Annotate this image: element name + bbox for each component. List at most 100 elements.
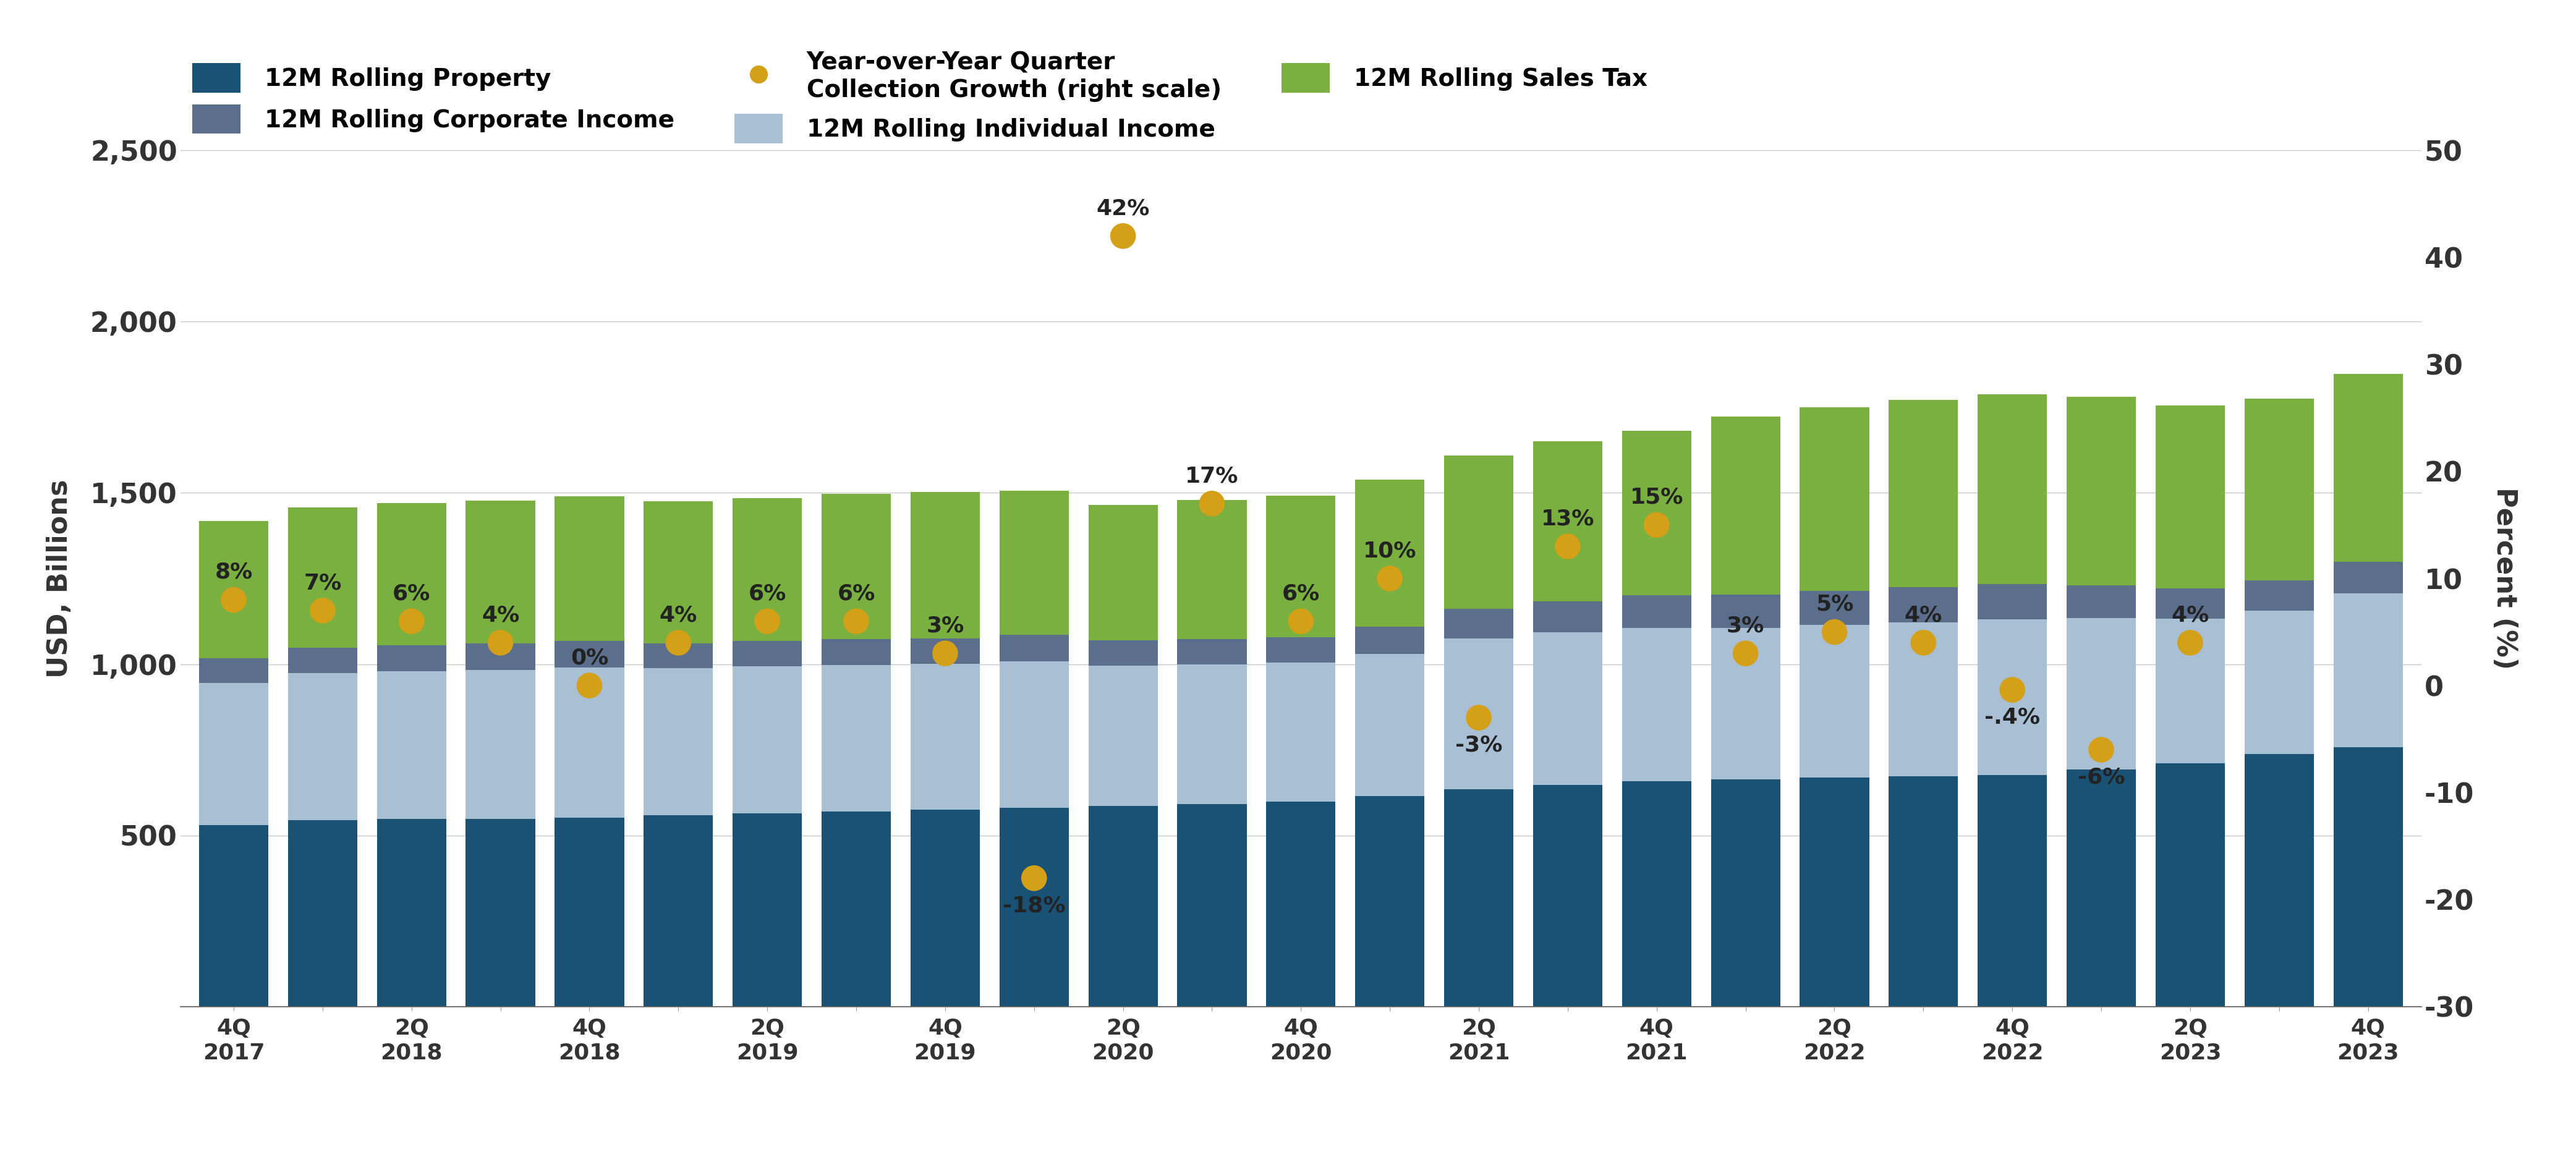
Bar (1710, 628, 1780, 780)
Bar (1801, 407, 1870, 591)
Point (1458, 708, 1499, 727)
Bar (644, 501, 714, 643)
Bar (822, 494, 891, 639)
Bar (2156, 588, 2226, 619)
Bar (1801, 778, 1870, 1007)
Point (1636, 516, 1677, 535)
Bar (554, 496, 623, 641)
Bar (732, 666, 801, 813)
Text: -6%: -6% (2079, 767, 2125, 788)
Text: -18%: -18% (1002, 896, 1066, 916)
Bar (909, 492, 979, 639)
Bar (999, 635, 1069, 662)
Bar (1978, 395, 2048, 584)
Bar (2066, 769, 2136, 1007)
Bar (1801, 591, 1870, 625)
Bar (1710, 780, 1780, 1007)
Point (657, 633, 698, 651)
Point (301, 602, 343, 620)
Bar (466, 643, 536, 670)
Bar (822, 811, 891, 1007)
Bar (999, 491, 1069, 635)
Bar (909, 664, 979, 810)
Bar (1888, 622, 1958, 776)
Point (1904, 633, 1945, 651)
Bar (2244, 581, 2313, 611)
Bar (1355, 654, 1425, 796)
Text: 8%: 8% (214, 561, 252, 583)
Bar (1533, 602, 1602, 632)
Text: 3%: 3% (1726, 616, 1765, 636)
Text: 5%: 5% (1816, 594, 1852, 614)
Bar (2244, 611, 2313, 754)
Bar (1087, 506, 1157, 641)
Text: 4%: 4% (1904, 604, 1942, 626)
Point (1370, 569, 1412, 588)
Point (835, 612, 876, 631)
Text: 13%: 13% (1540, 508, 1595, 529)
Bar (1533, 632, 1602, 784)
Bar (289, 673, 358, 820)
Bar (1710, 595, 1780, 628)
Text: 4%: 4% (2172, 604, 2210, 626)
Bar (822, 639, 891, 665)
Bar (198, 522, 268, 658)
Bar (1087, 665, 1157, 806)
Point (1103, 227, 1144, 245)
Bar (1355, 796, 1425, 1007)
Point (925, 644, 966, 663)
Bar (289, 648, 358, 673)
Bar (2334, 747, 2403, 1007)
Point (569, 676, 611, 694)
Bar (1801, 625, 1870, 778)
Bar (2066, 397, 2136, 585)
Bar (376, 671, 446, 819)
Bar (1888, 399, 1958, 588)
Bar (1623, 781, 1692, 1007)
Bar (1355, 626, 1425, 654)
Bar (1267, 663, 1334, 802)
Text: 7%: 7% (304, 573, 343, 594)
Bar (1445, 639, 1515, 789)
Bar (198, 658, 268, 683)
Bar (999, 662, 1069, 808)
Bar (2334, 374, 2403, 562)
Bar (644, 816, 714, 1007)
Point (1991, 680, 2032, 699)
Bar (198, 683, 268, 825)
Bar (2334, 594, 2403, 747)
Bar (2156, 405, 2226, 588)
Bar (2156, 764, 2226, 1007)
Text: 3%: 3% (927, 616, 963, 636)
Bar (909, 639, 979, 664)
Bar (1445, 789, 1515, 1007)
Y-axis label: USD, Billions: USD, Billions (46, 479, 72, 678)
Text: 15%: 15% (1631, 487, 1682, 508)
Bar (376, 503, 446, 646)
Bar (198, 825, 268, 1007)
Bar (554, 818, 623, 1007)
Bar (1177, 804, 1247, 1007)
Text: 4%: 4% (482, 604, 520, 626)
Bar (2066, 618, 2136, 769)
Bar (2066, 585, 2136, 618)
Bar (289, 820, 358, 1007)
Bar (1177, 639, 1247, 664)
Bar (554, 668, 623, 818)
Bar (289, 508, 358, 648)
Bar (732, 498, 801, 641)
Bar (1888, 776, 1958, 1007)
Bar (1623, 430, 1692, 596)
Bar (1710, 417, 1780, 595)
Text: 6%: 6% (837, 583, 876, 604)
Bar (1533, 441, 1602, 602)
Bar (466, 819, 536, 1007)
Point (1012, 869, 1054, 887)
Point (747, 612, 788, 631)
Point (214, 590, 255, 609)
Bar (1087, 806, 1157, 1007)
Point (1190, 494, 1231, 513)
Bar (1978, 619, 2048, 775)
Text: 10%: 10% (1363, 540, 1417, 561)
Point (2169, 633, 2210, 651)
